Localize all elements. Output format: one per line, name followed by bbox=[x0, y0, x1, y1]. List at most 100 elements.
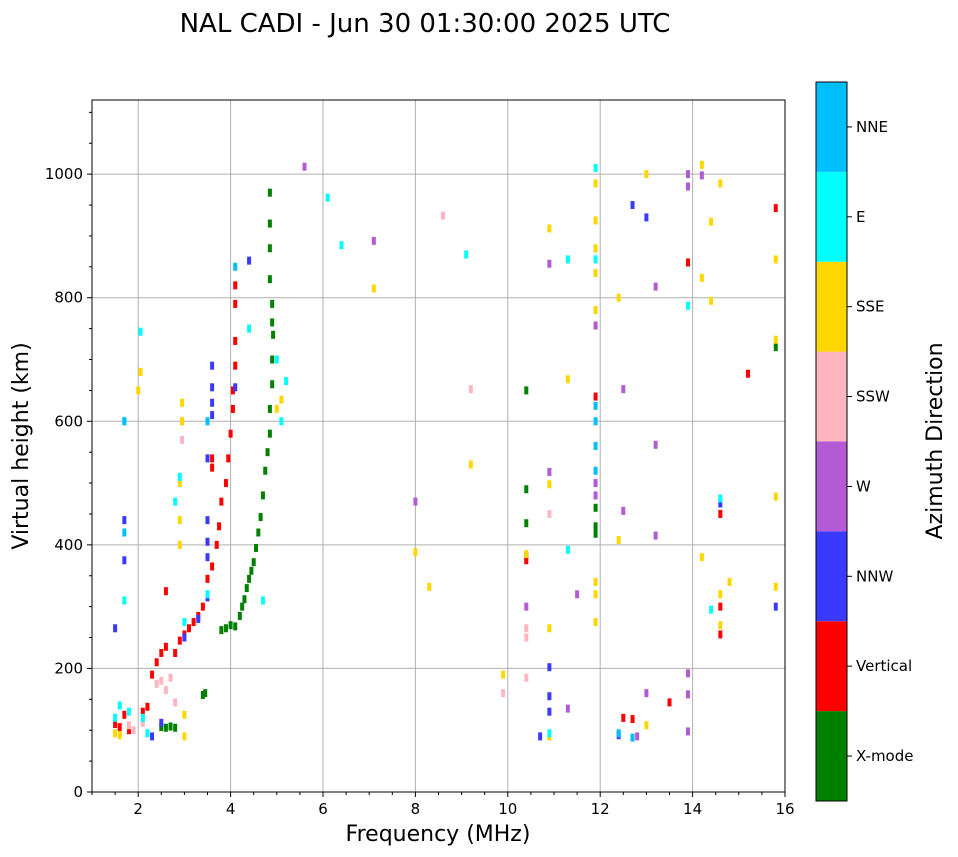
data-point bbox=[228, 621, 233, 630]
data-point bbox=[168, 673, 173, 682]
data-point bbox=[196, 615, 201, 623]
data-point bbox=[180, 417, 185, 426]
x-axis-ticks: 2 4 6 8 10 12 14 16 bbox=[91, 792, 795, 818]
data-point bbox=[635, 732, 640, 741]
data-point bbox=[524, 624, 529, 633]
data-point bbox=[709, 217, 714, 226]
data-point bbox=[339, 241, 344, 250]
x-tick-label: 10 bbox=[498, 800, 517, 818]
data-point bbox=[644, 170, 649, 179]
data-point bbox=[524, 550, 529, 559]
data-point bbox=[593, 163, 598, 172]
data-point bbox=[653, 282, 658, 291]
data-point bbox=[254, 543, 259, 552]
data-point bbox=[267, 244, 272, 253]
data-point bbox=[621, 713, 626, 722]
data-point bbox=[773, 492, 778, 501]
data-point bbox=[122, 417, 127, 426]
data-point bbox=[138, 367, 143, 376]
data-point bbox=[177, 516, 182, 525]
data-point bbox=[177, 479, 182, 488]
data-point bbox=[122, 710, 127, 719]
colorbar-tick-label: NNW bbox=[856, 567, 893, 585]
data-point bbox=[538, 732, 543, 741]
colorbar-tick-label: W bbox=[856, 477, 871, 495]
data-point bbox=[271, 330, 276, 339]
chart-title: NAL CADI - Jun 30 01:30:00 2025 UTC bbox=[180, 9, 671, 39]
data-point bbox=[279, 417, 284, 426]
data-point bbox=[214, 540, 219, 549]
data-point bbox=[464, 250, 469, 259]
y-tick-label: 0 bbox=[73, 783, 83, 801]
data-point bbox=[685, 170, 690, 179]
data-point bbox=[284, 377, 289, 386]
data-point bbox=[630, 733, 635, 742]
data-point bbox=[182, 633, 187, 642]
data-point bbox=[200, 690, 205, 699]
y-tick-label: 400 bbox=[54, 536, 83, 554]
data-point bbox=[718, 494, 723, 503]
y-axis-ticks: 0 200 400 600 800 1000 bbox=[45, 111, 92, 801]
data-point bbox=[122, 556, 127, 565]
data-point bbox=[205, 574, 210, 583]
data-point bbox=[226, 454, 231, 463]
data-point bbox=[247, 256, 252, 265]
data-point bbox=[113, 713, 118, 722]
data-point bbox=[145, 729, 150, 738]
data-point bbox=[205, 454, 210, 463]
data-point bbox=[117, 731, 122, 740]
data-point bbox=[230, 404, 235, 413]
data-point bbox=[593, 466, 598, 475]
colorbar-frame bbox=[815, 81, 848, 802]
series-nne bbox=[122, 262, 635, 742]
y-tick-label: 200 bbox=[54, 659, 83, 677]
data-point bbox=[593, 306, 598, 315]
data-point bbox=[205, 417, 210, 426]
data-point bbox=[773, 204, 778, 213]
data-point bbox=[233, 622, 238, 631]
colorbar-tick-label: X-mode bbox=[856, 747, 913, 765]
data-point bbox=[182, 732, 187, 741]
data-point bbox=[210, 411, 215, 420]
data-point bbox=[210, 562, 215, 571]
data-point bbox=[159, 718, 164, 727]
data-point bbox=[547, 624, 552, 633]
data-point bbox=[249, 566, 254, 575]
x-tick-label: 4 bbox=[226, 800, 236, 818]
data-point bbox=[219, 626, 224, 635]
data-point bbox=[685, 182, 690, 191]
data-point bbox=[122, 596, 127, 605]
data-point bbox=[168, 722, 173, 731]
data-point bbox=[274, 404, 279, 413]
data-point bbox=[593, 216, 598, 225]
data-point bbox=[173, 698, 178, 707]
data-point bbox=[727, 577, 732, 586]
data-point bbox=[270, 318, 275, 327]
data-point bbox=[593, 529, 598, 538]
data-point bbox=[547, 663, 552, 672]
data-point bbox=[126, 726, 131, 735]
data-point bbox=[182, 710, 187, 719]
data-point bbox=[200, 602, 205, 611]
data-point bbox=[547, 224, 552, 233]
data-point bbox=[565, 255, 570, 264]
data-point bbox=[230, 386, 235, 395]
data-point bbox=[524, 633, 529, 642]
colorbar-tick-label: Vertical bbox=[856, 657, 912, 675]
data-point bbox=[267, 429, 272, 438]
data-point bbox=[593, 618, 598, 627]
data-point bbox=[565, 545, 570, 554]
data-point bbox=[251, 558, 256, 567]
data-point bbox=[593, 269, 598, 277]
data-point bbox=[140, 718, 145, 727]
data-point bbox=[718, 590, 723, 599]
y-tick-label: 1000 bbox=[45, 165, 83, 183]
data-point bbox=[685, 258, 690, 267]
data-point bbox=[223, 624, 228, 633]
colorbar-segment bbox=[816, 82, 847, 172]
data-point bbox=[593, 590, 598, 599]
data-point bbox=[685, 301, 690, 310]
data-point bbox=[524, 386, 529, 395]
data-point bbox=[233, 383, 238, 392]
